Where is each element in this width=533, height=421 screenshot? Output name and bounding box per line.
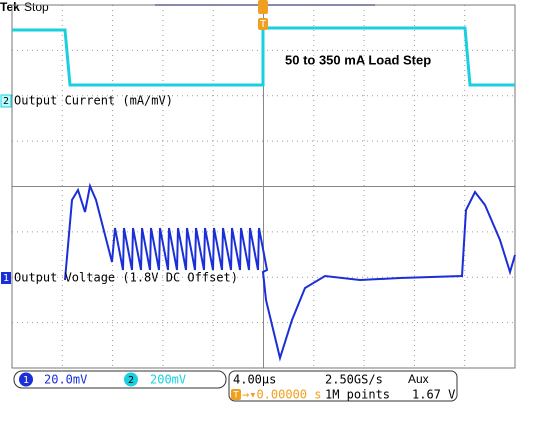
- ch2-label: Output Current (mA/mV): [14, 94, 173, 108]
- ch2-trace: [12, 26, 515, 87]
- load-step-label: 50 to 350 mA Load Step: [285, 52, 431, 67]
- ch2-number: 2: [128, 375, 134, 386]
- ch2-badge: [124, 372, 138, 387]
- trigger-level: 1.67 V: [412, 388, 455, 402]
- ch2-marker-box: [0, 94, 12, 108]
- timebase: 4.00µs: [233, 373, 276, 387]
- trigger-source: Aux: [408, 372, 429, 386]
- sample-rate: 2.50GS/s: [325, 373, 383, 387]
- acq-state: Stop: [24, 0, 49, 14]
- ch1-label: Output Voltage (1.8V DC Offset): [14, 271, 238, 285]
- ch1-number: 1: [23, 375, 29, 386]
- trigger-pos-badge: [231, 389, 241, 400]
- ch1-marker: 1: [3, 273, 9, 284]
- ch2-marker: 2: [3, 96, 9, 107]
- trigger-top-marker: [258, 0, 268, 14]
- trigger-marker-box: [258, 18, 268, 30]
- trigger-marker: T: [260, 19, 266, 30]
- channel-box: [13, 370, 227, 389]
- ch1-badge: [19, 372, 33, 387]
- ch2-scale: 200mV: [150, 373, 186, 387]
- brand: Tek: [0, 0, 20, 14]
- trigger-position: →▾0.00000 s: [242, 388, 321, 402]
- ch1-trace: [64, 182, 516, 362]
- graticule: [12, 5, 515, 368]
- ch1-scale: 20.0mV: [44, 373, 87, 387]
- record-length: 1M points: [325, 388, 390, 402]
- timebase-box: [228, 370, 458, 402]
- ch1-marker-box: [1, 272, 11, 284]
- trigger-pos-marker: T: [233, 391, 239, 401]
